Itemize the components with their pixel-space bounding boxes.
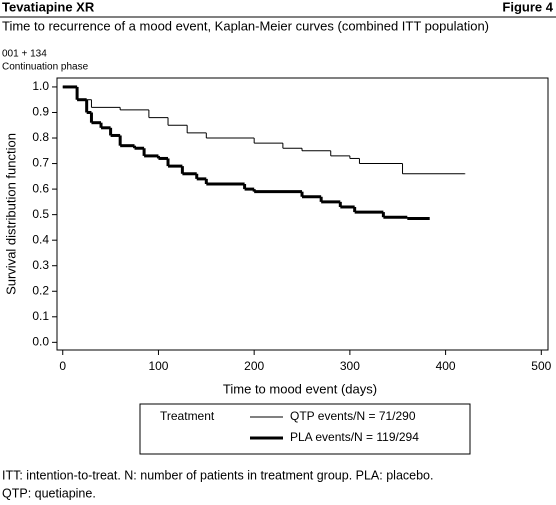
footnote: ITT: intention-to-treat. N: number of pa… [2, 468, 433, 482]
legend-title: Treatment [160, 409, 215, 423]
y-tick-label: 0.8 [32, 130, 49, 144]
y-tick-label: 0.9 [32, 105, 49, 119]
chart-title: Time to recurrence of a mood event, Kapl… [2, 18, 489, 33]
x-tick-label: 200 [244, 359, 264, 373]
y-tick-label: 1.0 [32, 79, 49, 93]
plot-frame [56, 77, 549, 351]
header: Tevatiapine XR [2, 0, 95, 14]
annotation: 001 + 134 [2, 49, 47, 60]
y-tick-label: 0.7 [32, 156, 49, 170]
footnote: QTP: quetiapine. [2, 486, 96, 500]
x-tick-label: 100 [148, 359, 168, 373]
legend-label: PLA events/N = 119/294 [290, 430, 419, 444]
x-tick-label: 300 [340, 359, 360, 373]
y-tick-label: 0.4 [32, 232, 49, 246]
legend-box [139, 403, 471, 455]
y-tick-label: 0.0 [32, 335, 49, 349]
y-tick-label: 0.5 [32, 207, 49, 221]
y-tick-label: 0.1 [32, 309, 49, 323]
y-tick-label: 0.6 [32, 181, 49, 195]
annotation: Continuation phase [2, 62, 89, 73]
x-axis-title: Time to mood event (days) [223, 381, 377, 396]
figure-label: Figure 4 [502, 0, 553, 14]
y-axis-title: Survival distribution function [3, 133, 18, 295]
y-tick-label: 0.3 [32, 258, 49, 272]
x-tick-label: 0 [59, 359, 66, 373]
x-tick-label: 500 [531, 359, 551, 373]
y-tick-label: 0.2 [32, 283, 49, 297]
x-tick-label: 400 [436, 359, 456, 373]
legend-label: QTP events/N = 71/290 [290, 409, 416, 423]
